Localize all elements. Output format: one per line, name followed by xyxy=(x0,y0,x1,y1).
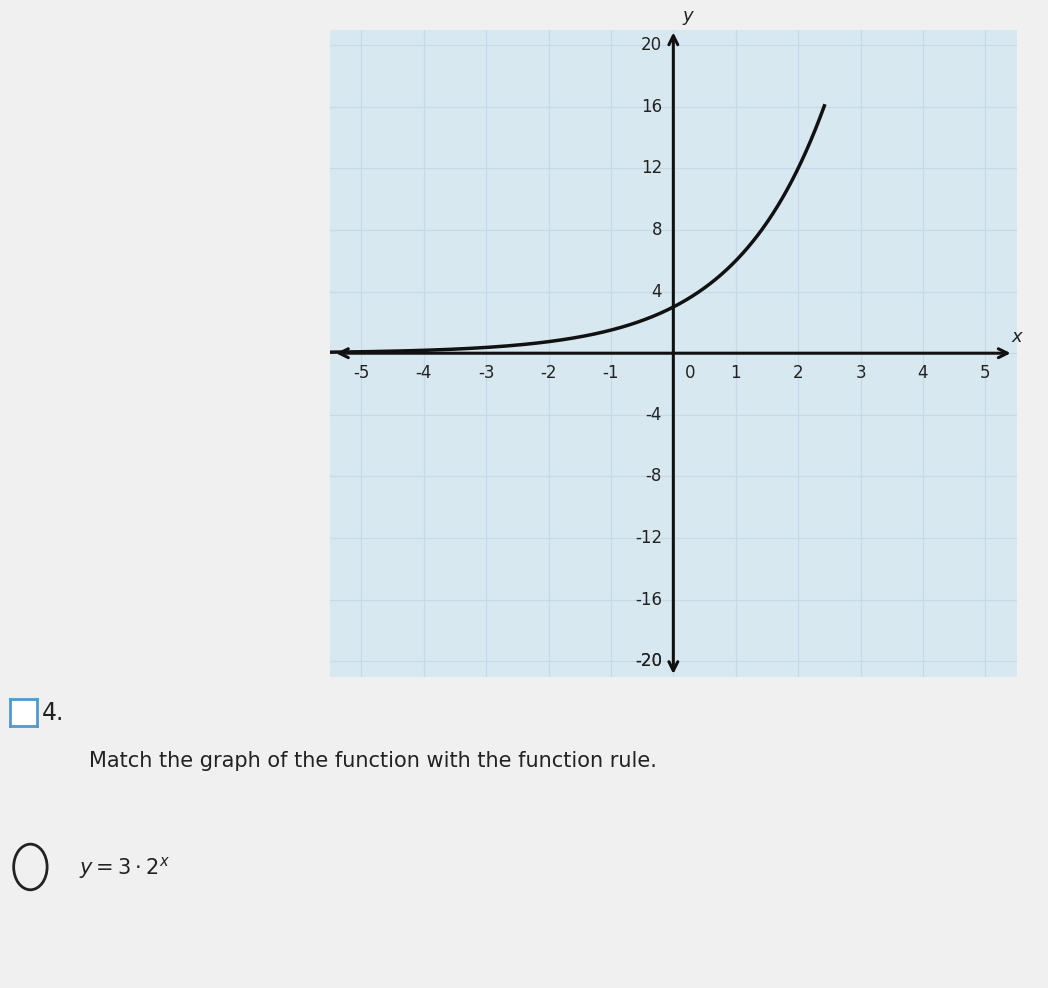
Text: x: x xyxy=(1011,328,1022,346)
Text: -12: -12 xyxy=(635,530,662,547)
Text: Match the graph of the function with the function rule.: Match the graph of the function with the… xyxy=(89,751,657,771)
Text: 4.: 4. xyxy=(42,701,64,725)
Text: y: y xyxy=(682,7,694,25)
Text: 3: 3 xyxy=(855,364,866,382)
Text: 20: 20 xyxy=(641,36,662,54)
Text: 12: 12 xyxy=(641,159,662,177)
Text: 0: 0 xyxy=(684,364,695,382)
Text: 2: 2 xyxy=(793,364,804,382)
Text: -5: -5 xyxy=(353,364,370,382)
Text: 4: 4 xyxy=(918,364,929,382)
Text: -2: -2 xyxy=(541,364,556,382)
Text: $y=3 \cdot 2^x$: $y=3 \cdot 2^x$ xyxy=(79,855,170,880)
Text: -20: -20 xyxy=(635,652,662,671)
Text: -1: -1 xyxy=(603,364,619,382)
Text: -3: -3 xyxy=(478,364,495,382)
Text: 4: 4 xyxy=(652,283,662,300)
Text: 5: 5 xyxy=(980,364,990,382)
Text: -4: -4 xyxy=(646,406,662,424)
Text: -4: -4 xyxy=(416,364,432,382)
Text: 1: 1 xyxy=(730,364,741,382)
Text: 16: 16 xyxy=(641,98,662,116)
Text: -16: -16 xyxy=(635,591,662,609)
Text: -8: -8 xyxy=(646,467,662,485)
Text: -20: -20 xyxy=(635,652,662,671)
Text: 8: 8 xyxy=(652,221,662,239)
